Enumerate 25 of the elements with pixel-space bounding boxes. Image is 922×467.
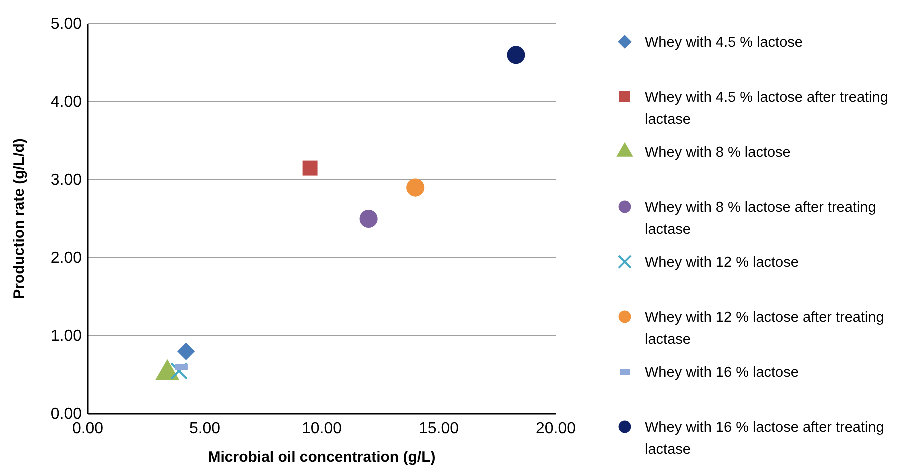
- x-tick-label: 20.00: [536, 420, 576, 438]
- y-tick-label: 1.00: [50, 328, 82, 346]
- legend-label: Whey with 12 % lactose: [645, 255, 799, 271]
- x-axis-title: Microbial oil concentration (g/L): [208, 449, 436, 466]
- y-tick-label: 5.00: [50, 16, 82, 34]
- x-tick-label: 10.00: [302, 420, 342, 438]
- legend-label: Whey with 8 % lactose after treating lactase: [645, 200, 876, 238]
- point: [178, 342, 196, 360]
- y-tick-label: 4.00: [50, 94, 82, 112]
- y-tick-label: 2.00: [50, 250, 82, 268]
- point: [507, 46, 526, 64]
- y-tick-label: 3.00: [50, 172, 82, 190]
- point: [406, 178, 425, 197]
- legend-label: Whey with 12 % lactose after treating lactase: [645, 310, 884, 348]
- legend-label: Whey with 16 % lactose after treating lactase: [645, 420, 884, 458]
- x-tick-label: 5.00: [189, 420, 221, 438]
- point: [170, 362, 188, 380]
- x-tick-label: 15.00: [418, 420, 460, 438]
- point: [360, 210, 378, 228]
- legend-label: Whey with 4.5 % lactose after treating lactase: [645, 90, 888, 128]
- point: [302, 160, 318, 176]
- y-axis-title: Production rate (g/L/d): [11, 138, 28, 300]
- legend-label: Whey with 16 % lactose: [645, 365, 799, 381]
- legend-label: Whey with 4.5 % lactose: [645, 35, 803, 51]
- legend-label: Whey with 8 % lactose: [645, 145, 791, 161]
